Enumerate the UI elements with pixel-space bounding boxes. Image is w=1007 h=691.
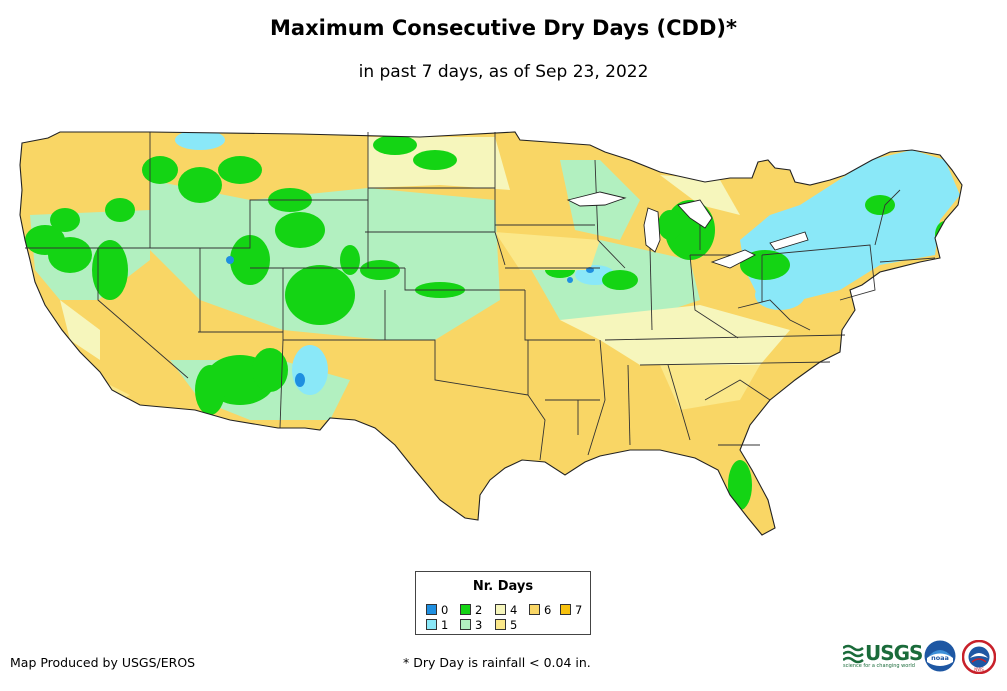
legend-label: 4 bbox=[510, 603, 518, 617]
legend-label: 1 bbox=[441, 618, 449, 632]
zone-2-blob-9 bbox=[285, 265, 355, 325]
great-lakes bbox=[566, 191, 809, 269]
zone-2-blob-3 bbox=[50, 208, 80, 232]
zone-2-blob-20 bbox=[728, 460, 752, 510]
legend-label: 6 bbox=[544, 603, 552, 617]
legend-swatch bbox=[426, 604, 437, 615]
zone-5-carolinas bbox=[660, 365, 760, 410]
legend-swatch bbox=[495, 604, 506, 615]
zone-2-blob-4 bbox=[142, 156, 178, 184]
zone-2-blob-5 bbox=[178, 167, 222, 203]
zone-2-blob-10 bbox=[230, 235, 270, 285]
zone-2-blob-27 bbox=[340, 245, 360, 275]
zone-2-blob-8 bbox=[275, 212, 325, 248]
usgs-tagline: science for a changing world bbox=[843, 663, 915, 669]
zone-2-blob-18 bbox=[602, 270, 638, 290]
zone-2-blob-1 bbox=[48, 237, 92, 273]
legend-swatch bbox=[560, 604, 571, 615]
usgs-logo: USGS science for a changing world bbox=[843, 641, 923, 669]
legend-item-6: 6 bbox=[529, 604, 551, 616]
zone-2-blob-17 bbox=[658, 210, 682, 240]
producer-credit: Map Produced by USGS/EROS bbox=[10, 655, 196, 670]
zone-2-blob-2 bbox=[92, 240, 128, 300]
legend-swatch bbox=[460, 619, 471, 630]
usgs-waves-icon bbox=[843, 644, 864, 664]
svg-text:noaa: noaa bbox=[931, 654, 949, 662]
zone-2-blob-13 bbox=[252, 348, 288, 392]
legend-label: 5 bbox=[510, 618, 518, 632]
zone-2-blob-6 bbox=[218, 156, 262, 184]
noaa-logo-icon: noaa bbox=[924, 640, 956, 672]
nws-logo-icon: NWS bbox=[962, 640, 996, 674]
zone-3-plains bbox=[150, 180, 500, 340]
legend-item-5: 5 bbox=[495, 619, 517, 631]
legend-item-7: 7 bbox=[560, 604, 582, 616]
legend-swatch bbox=[460, 604, 471, 615]
zone-1-new-mexico bbox=[292, 345, 328, 395]
legend-swatch bbox=[426, 619, 437, 630]
dry-day-footnote: * Dry Day is rainfall < 0.04 in. bbox=[403, 655, 591, 670]
zone-2-blob-15 bbox=[413, 150, 457, 170]
legend-label: 2 bbox=[475, 603, 483, 617]
legend-item-1: 1 bbox=[426, 619, 448, 631]
zone-2-blob-21 bbox=[740, 250, 790, 280]
zone-2-blob-23 bbox=[935, 221, 955, 249]
zone-0-dot-0 bbox=[295, 373, 305, 387]
dry-day-zones bbox=[25, 132, 960, 510]
zone-2-blob-25 bbox=[360, 260, 400, 280]
legend-item-3: 3 bbox=[460, 619, 482, 631]
zone-1-pennsylvania bbox=[755, 280, 805, 310]
zone-4-ohio-valley bbox=[560, 305, 790, 365]
state-borders bbox=[25, 132, 936, 461]
zone-0-dot-2 bbox=[586, 267, 594, 273]
map-subtitle: in past 7 days, as of Sep 23, 2022 bbox=[358, 62, 649, 82]
legend-title: Nr. Days bbox=[472, 579, 534, 594]
legend-label: 0 bbox=[441, 603, 449, 617]
legend-item-4: 4 bbox=[495, 604, 517, 616]
zone-1-northeast bbox=[740, 150, 960, 300]
zone-1-montana bbox=[175, 132, 225, 150]
legend-label: 3 bbox=[475, 618, 483, 632]
zone-2-blob-22 bbox=[865, 195, 895, 215]
map-title: Maximum Consecutive Dry Days (CDD)* bbox=[270, 16, 737, 40]
svg-text:NWS: NWS bbox=[974, 667, 984, 672]
zone-2-blob-24 bbox=[105, 198, 135, 222]
zone-4-michigan bbox=[660, 175, 740, 215]
legend-swatch bbox=[529, 604, 540, 615]
zone-4-california bbox=[60, 300, 100, 360]
legend-item-0: 0 bbox=[426, 604, 448, 616]
zone-0-dot-3 bbox=[567, 277, 573, 283]
zone-0-dot-1 bbox=[226, 256, 234, 264]
zone-2-blob-14 bbox=[373, 135, 417, 155]
legend-item-2: 2 bbox=[460, 604, 482, 616]
zone-5-iowa bbox=[495, 232, 600, 270]
usgs-wordmark: USGS bbox=[865, 641, 923, 665]
legend-swatch bbox=[495, 619, 506, 630]
legend-label: 7 bbox=[575, 603, 583, 617]
zone-2-blob-12 bbox=[195, 365, 225, 415]
